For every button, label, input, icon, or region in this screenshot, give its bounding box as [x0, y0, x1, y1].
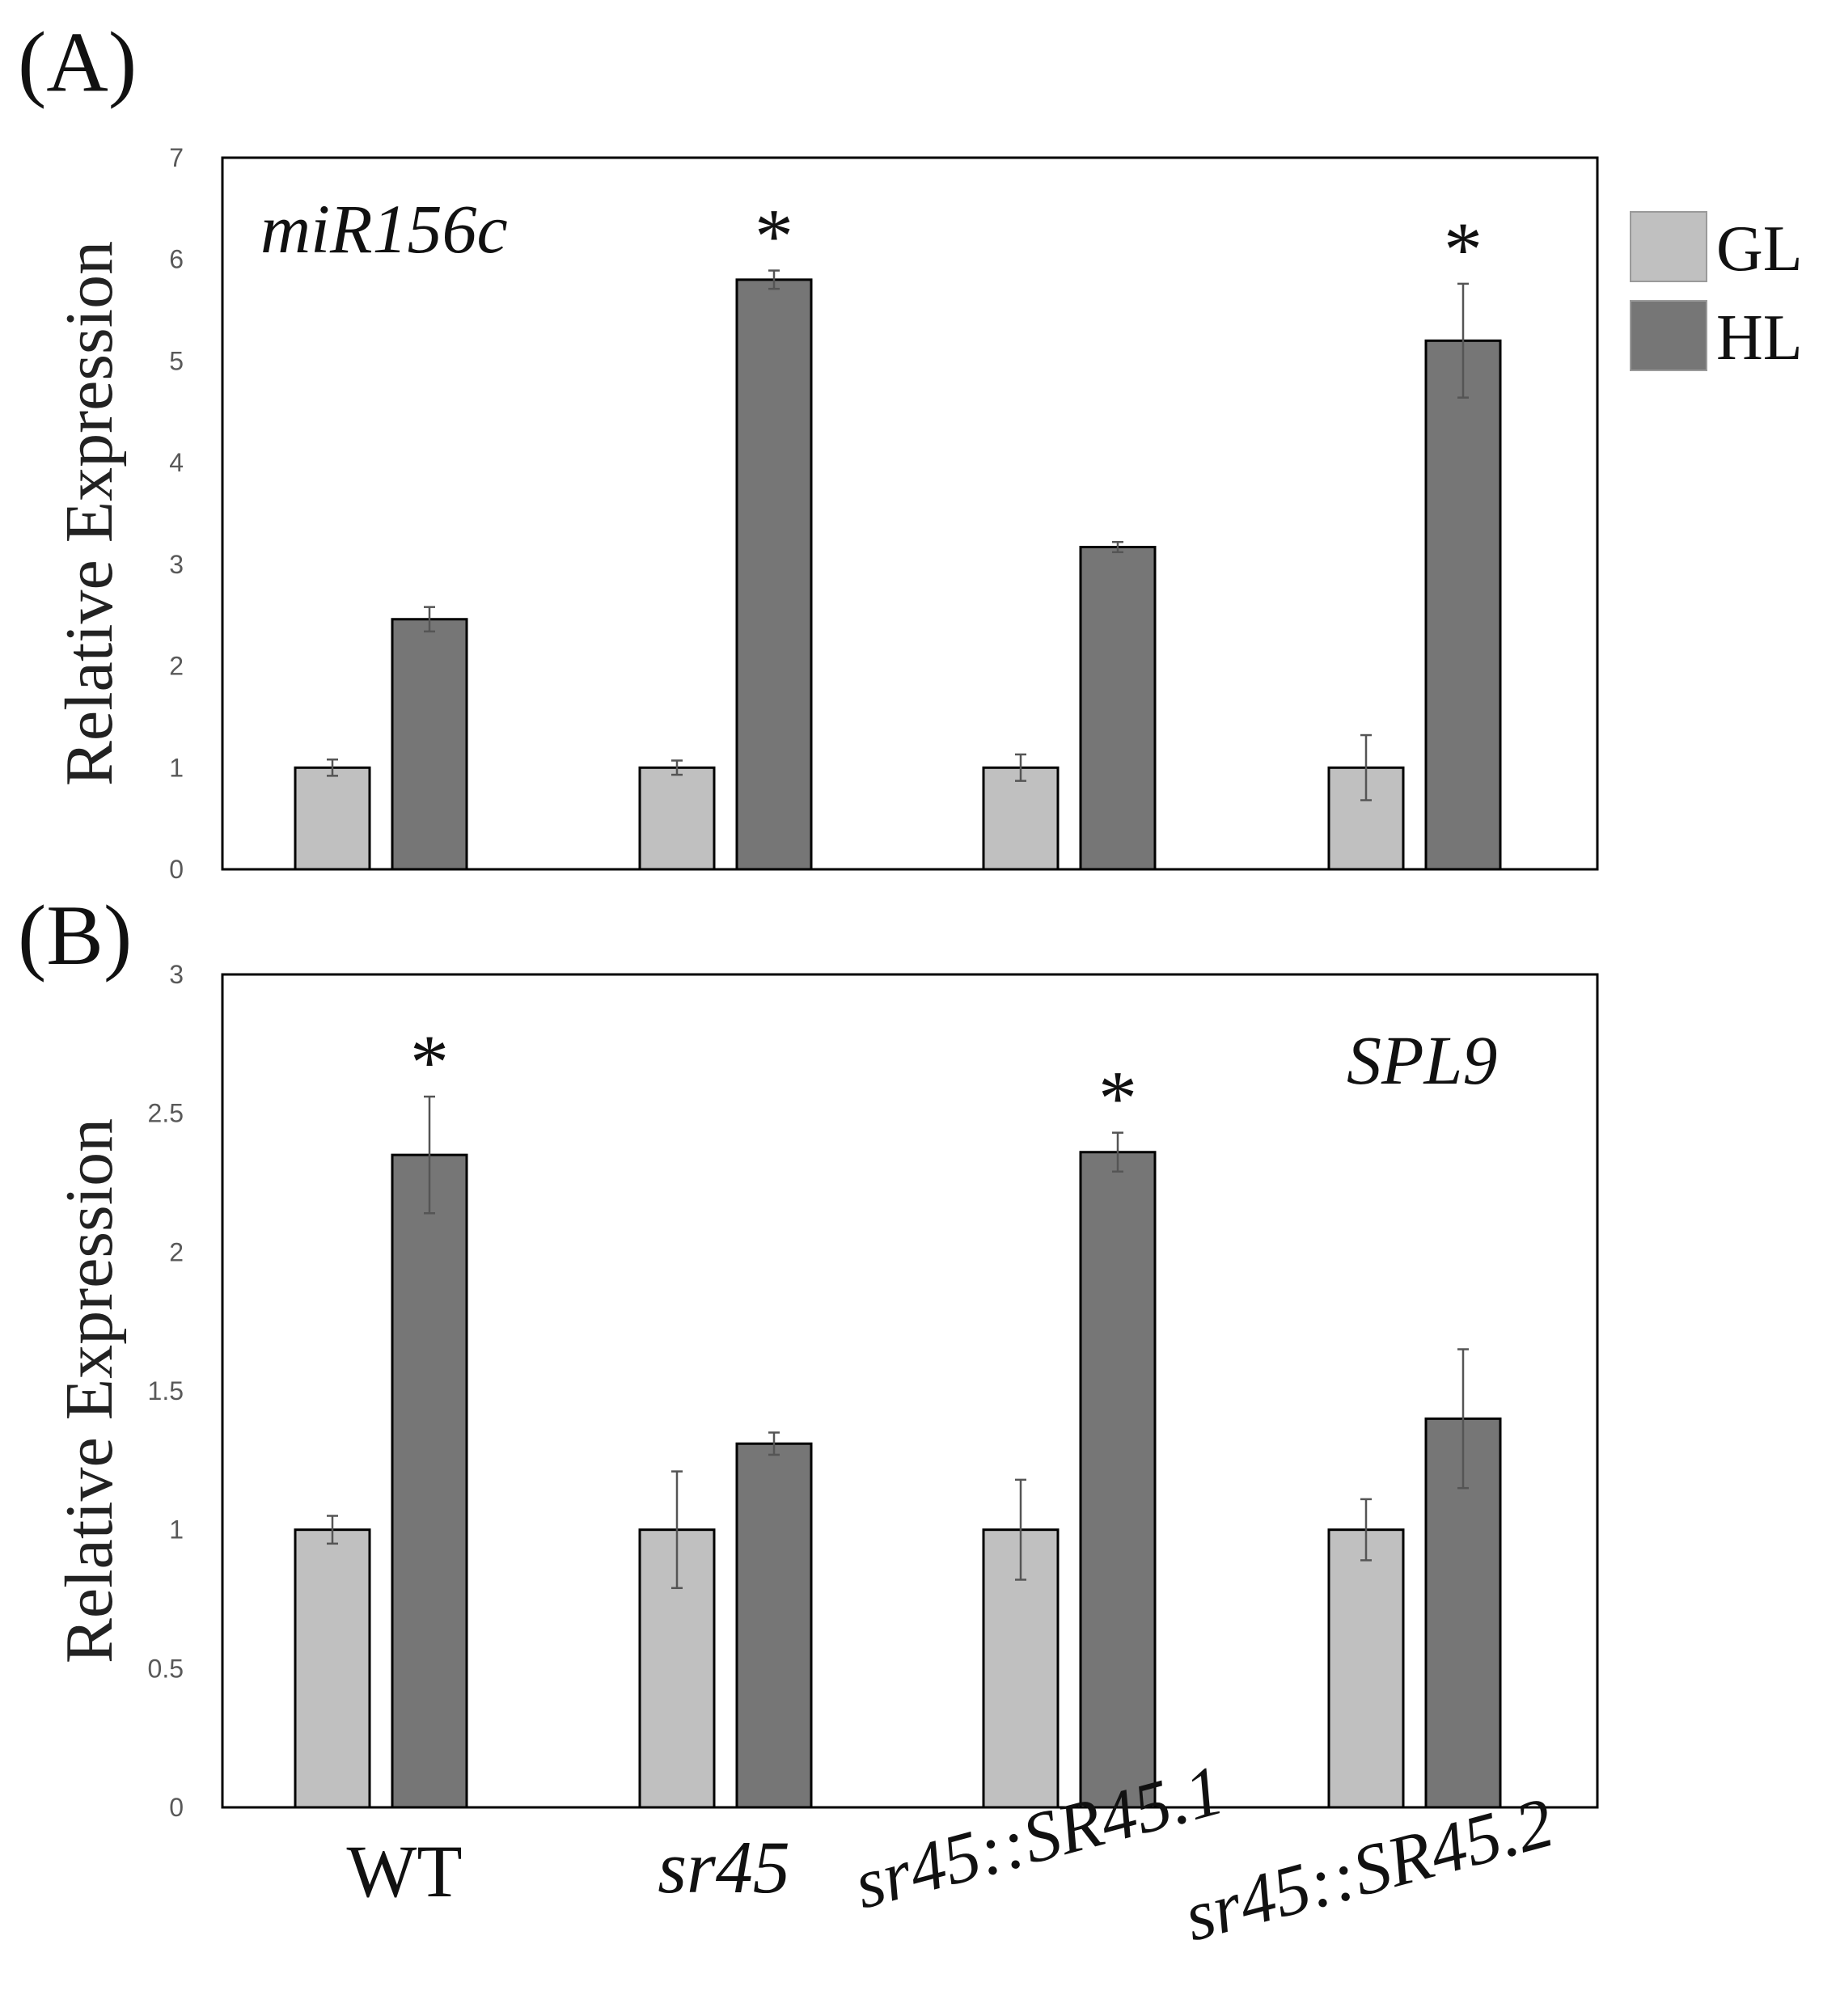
error-bar-gl-sr45 — [671, 1470, 683, 1590]
plot-frame-a — [221, 156, 1599, 871]
error-bar-hl-sr45 — [768, 269, 780, 290]
bar-hl-sr45 — [735, 278, 813, 871]
bar-gl-sr45-sr45-1 — [982, 766, 1060, 871]
y-axis-label-a: Relative Expression — [52, 241, 127, 786]
significance-star-wt: * — [410, 1019, 449, 1105]
bar-hl-sr45-sr45-2 — [1424, 339, 1502, 871]
y-tick-label: 1.5 — [148, 1376, 184, 1405]
bar-gl-wt — [294, 1528, 371, 1809]
error-bar-gl-wt — [327, 758, 338, 777]
y-tick-label: 2 — [169, 652, 184, 681]
error-bar-hl-wt — [424, 606, 435, 633]
error-bar-gl-sr45 — [671, 759, 683, 776]
significance-star-sr45-sr45-2: * — [1444, 206, 1483, 293]
legend-swatch-gl — [1630, 211, 1707, 282]
y-tick-label: 0.5 — [148, 1654, 184, 1683]
error-bar-gl-sr45-sr45-2 — [1360, 733, 1372, 801]
legend: GL HL — [1630, 211, 1803, 374]
panel-label-a: (A) — [18, 15, 137, 109]
y-tick-label: 2 — [169, 1237, 184, 1266]
error-bar-hl-sr45 — [768, 1431, 780, 1456]
y-axis-label-b: Relative Expression — [52, 1118, 127, 1663]
y-tick-label: 1 — [169, 1515, 184, 1545]
y-tick-label: 1 — [169, 753, 184, 782]
error-bar-hl-wt — [424, 1095, 435, 1215]
legend-label-hl: HL — [1716, 302, 1803, 374]
y-tick-labels-b: 0 0.5 1 1.5 2 2.5 3 — [148, 960, 184, 1822]
bar-gl-sr45 — [638, 766, 716, 871]
error-bar-gl-sr45-sr45-1 — [1015, 753, 1026, 782]
error-bar-hl-sr45-sr45-2 — [1457, 1348, 1469, 1490]
error-bar-hl-sr45-sr45-2 — [1457, 282, 1469, 399]
panel-label-b: (B) — [18, 888, 132, 983]
bar-hl-wt — [391, 1153, 468, 1809]
y-tick-label: 4 — [169, 448, 184, 477]
error-bar-hl-sr45-sr45-1 — [1112, 540, 1123, 554]
error-bar-group-a — [327, 269, 1469, 801]
y-tick-label: 2.5 — [148, 1099, 184, 1128]
significance-marks-b: * * — [410, 1019, 1137, 1142]
bar-hl-sr45-sr45-1 — [1079, 1151, 1157, 1809]
y-tick-labels-a: 0 1 2 3 4 5 6 7 — [169, 143, 184, 884]
y-tick-label: 0 — [169, 1793, 184, 1822]
panel-b: (B) 00.511.522.53 * * Relative Expression… — [18, 888, 1599, 1822]
bar-hl-sr45 — [735, 1442, 813, 1809]
error-bar-gl-sr45-sr45-2 — [1360, 1498, 1372, 1562]
category-label-sr45: sr45 — [658, 1826, 790, 1908]
significance-star-sr45-sr45-1: * — [1098, 1055, 1137, 1142]
bar-group-b — [294, 1151, 1502, 1809]
error-bar-hl-sr45-sr45-1 — [1112, 1131, 1123, 1173]
bar-hl-wt — [391, 618, 468, 871]
bar-gl-wt — [294, 766, 371, 871]
y-tick-label: 6 — [169, 245, 184, 274]
legend-label-gl: GL — [1716, 213, 1803, 285]
plot-frame-b — [221, 973, 1599, 1809]
significance-star-sr45: * — [755, 193, 793, 280]
bar-hl-sr45-sr45-1 — [1079, 545, 1157, 871]
y-tick-label: 5 — [169, 346, 184, 375]
gene-annotation-a: miR156c — [260, 190, 508, 268]
gene-annotation-b: SPL9 — [1347, 1021, 1497, 1099]
error-bar-group-b — [327, 1095, 1469, 1590]
y-tick-label: 0 — [169, 855, 184, 884]
error-bar-gl-wt — [327, 1515, 338, 1545]
y-tick-label: 3 — [169, 550, 184, 579]
significance-marks-a: * * — [755, 193, 1483, 293]
error-bar-gl-sr45-sr45-1 — [1015, 1478, 1026, 1581]
y-tick-label: 7 — [169, 143, 184, 172]
category-label-wt: WT — [346, 1830, 462, 1912]
category-label-sr45-sr45-2: sr45::SR45.2 — [1177, 1783, 1562, 1957]
y-tick-label: 3 — [169, 960, 184, 989]
bar-gl-sr45-sr45-2 — [1327, 1528, 1405, 1809]
bar-group-a — [294, 278, 1502, 871]
legend-swatch-hl — [1630, 300, 1707, 371]
